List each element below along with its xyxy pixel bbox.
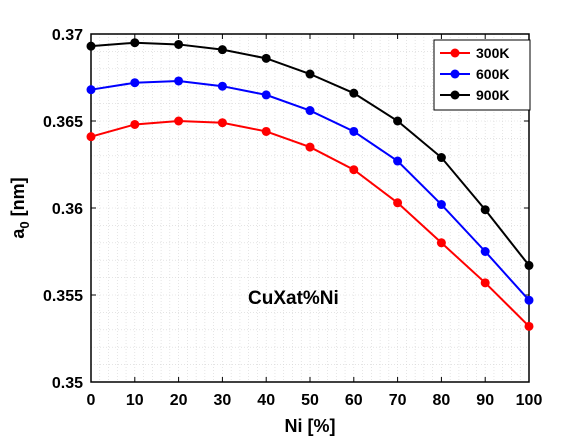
data-point <box>86 41 96 51</box>
x-tick-label: 10 <box>126 392 144 409</box>
data-point <box>524 321 534 331</box>
y-axis-label: a0 [nm] <box>8 177 32 238</box>
data-point <box>480 278 490 288</box>
x-tick-label: 40 <box>257 392 275 409</box>
y-axis-label-main: a <box>8 228 28 239</box>
data-point <box>130 119 140 129</box>
data-point <box>436 238 446 248</box>
series-300K <box>86 116 534 331</box>
x-tick-label: 90 <box>476 392 494 409</box>
data-point <box>217 81 227 91</box>
data-point <box>305 69 315 79</box>
data-point <box>174 39 184 49</box>
legend-label: 900K <box>476 87 509 103</box>
data-point <box>130 78 140 88</box>
data-point <box>393 198 403 208</box>
x-tick-label: 60 <box>345 392 363 409</box>
x-axis-label: Ni [%] <box>285 416 336 436</box>
data-point <box>393 116 403 126</box>
chart-annotation: CuXat%Ni <box>248 288 339 309</box>
data-point <box>524 295 534 305</box>
legend-label: 300K <box>476 45 509 61</box>
axis-ticks: 0 10 20 30 40 50 60 70 80 90 100 0.35 0.355 0.36 0.365… <box>43 27 542 409</box>
y-tick-label: 0.36 <box>52 201 83 218</box>
y-tick-label: 0.37 <box>52 27 83 44</box>
y-axis-label-unit: [nm] <box>8 177 28 221</box>
series-600K <box>86 76 534 305</box>
legend-entries: 300K 600K 900K <box>440 45 509 103</box>
data-point <box>261 126 271 136</box>
data-point <box>174 76 184 86</box>
data-point <box>261 90 271 100</box>
data-point <box>305 106 315 116</box>
data-point <box>130 38 140 48</box>
data-point <box>480 247 490 256</box>
x-tick-label: 80 <box>433 392 451 409</box>
y-tick-label: 0.355 <box>43 288 83 305</box>
data-point <box>349 165 359 175</box>
legend-marker <box>450 48 460 58</box>
grid <box>90 33 530 383</box>
data-point <box>349 126 359 136</box>
legend: 300K 600K 900K <box>433 39 531 111</box>
x-tick-label: 100 <box>516 392 543 409</box>
data-point <box>217 45 227 55</box>
legend-marker <box>450 90 460 100</box>
data-point <box>86 132 96 142</box>
y-tick-label: 0.35 <box>52 375 83 392</box>
x-tick-label: 20 <box>170 392 188 409</box>
data-point <box>86 85 96 95</box>
series-group <box>86 38 534 331</box>
data-point <box>480 205 490 215</box>
data-point <box>393 156 403 166</box>
data-point <box>349 88 359 98</box>
data-point <box>436 153 446 163</box>
x-tick-label: 50 <box>301 392 319 409</box>
data-point <box>524 260 534 270</box>
data-point <box>174 116 184 126</box>
x-tick-label: 30 <box>214 392 232 409</box>
data-point <box>217 118 227 128</box>
y-axis-label-subscript: 0 <box>17 221 32 228</box>
data-point <box>305 142 315 152</box>
y-tick-label: 0.365 <box>43 114 83 131</box>
x-tick-label: 0 <box>87 392 96 409</box>
data-point <box>436 200 446 210</box>
legend-label: 600K <box>476 66 509 82</box>
series-900K <box>86 38 534 270</box>
data-point <box>261 53 271 63</box>
x-tick-label: 70 <box>389 392 407 409</box>
legend-marker <box>450 69 460 79</box>
